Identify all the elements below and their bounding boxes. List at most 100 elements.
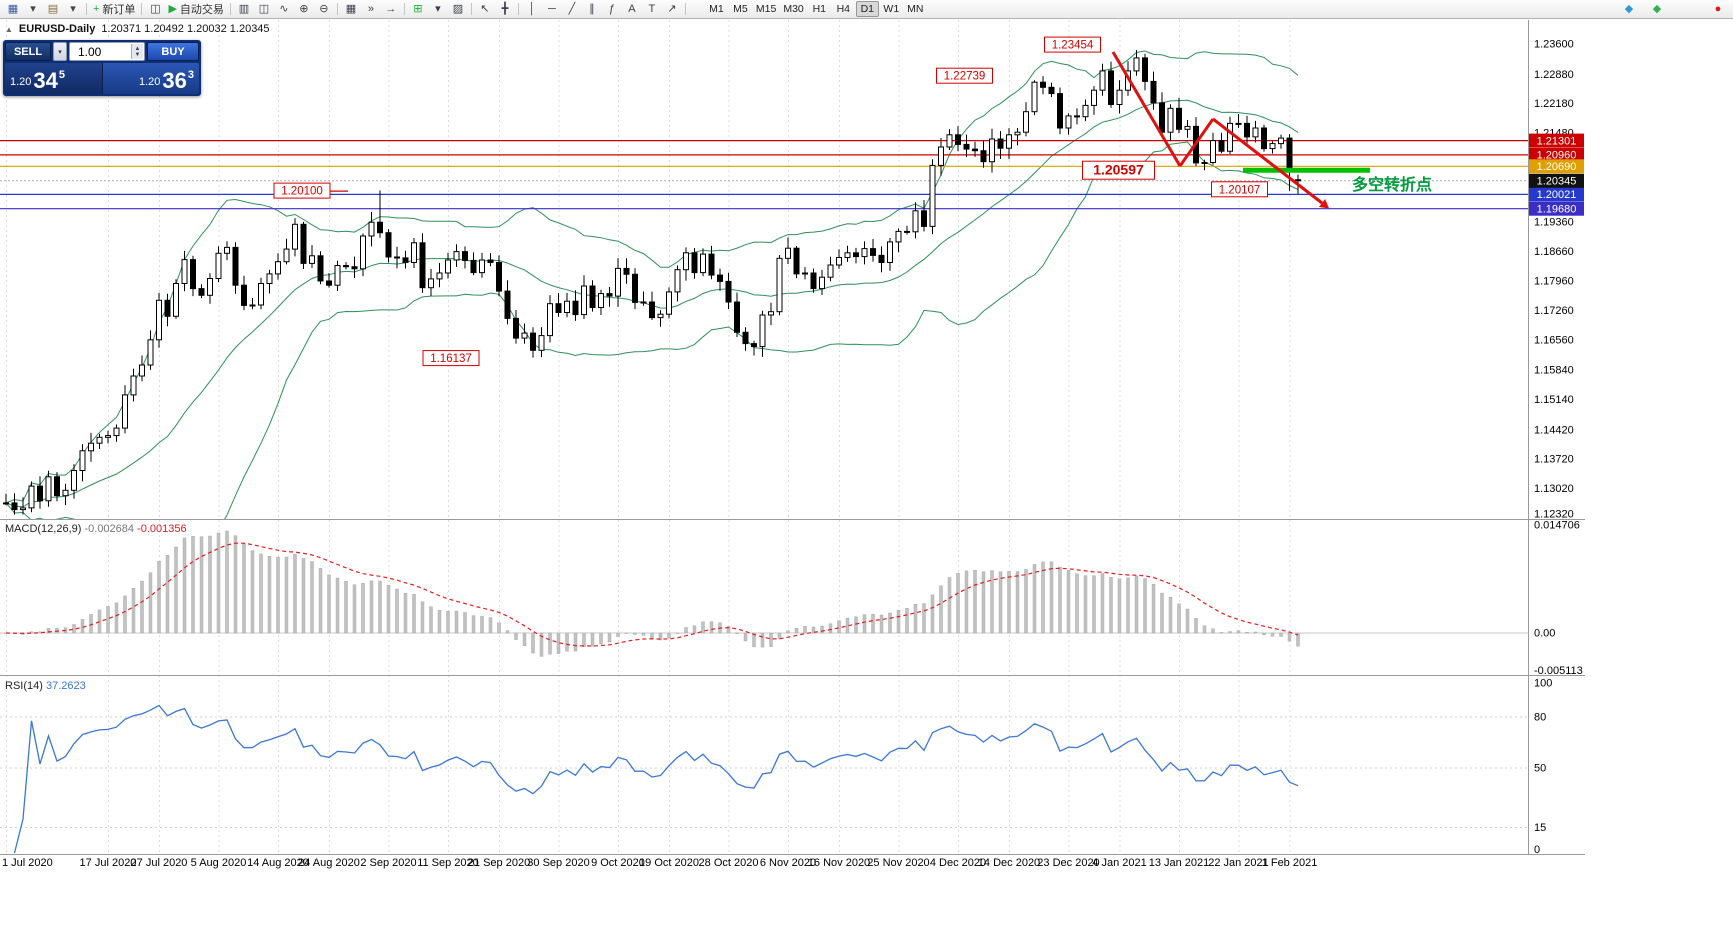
crosshair-icon: ╋ bbox=[501, 2, 509, 15]
svg-text:1.20107: 1.20107 bbox=[1219, 184, 1261, 196]
current-price-tag bbox=[1529, 173, 1584, 188]
new-order-button[interactable]: + 新订单 bbox=[90, 1, 138, 17]
svg-text:24 Aug 2020: 24 Aug 2020 bbox=[298, 857, 360, 869]
buy-price-display[interactable]: 1.20 36 3 bbox=[101, 63, 199, 94]
lot-size-field[interactable]: 1.00 bbox=[69, 42, 145, 61]
channel-icon[interactable]: ∥ bbox=[582, 1, 602, 17]
svg-text:4 Dec 2020: 4 Dec 2020 bbox=[930, 857, 986, 869]
horizontal-line-icon[interactable]: ─ bbox=[542, 1, 562, 17]
arrows-tool-icon[interactable]: ↗ bbox=[662, 1, 682, 17]
autoscroll-icon[interactable]: » bbox=[361, 1, 381, 17]
svg-text:1.20345: 1.20345 bbox=[1537, 176, 1577, 188]
svg-text:21 Sep 2020: 21 Sep 2020 bbox=[468, 857, 530, 869]
zoom-out-icon: ⊖ bbox=[319, 2, 329, 15]
timeframe-m30-button[interactable]: M30 bbox=[780, 1, 806, 17]
price-tag-1.20690 bbox=[1529, 159, 1584, 174]
lot-decrease-button[interactable] bbox=[132, 52, 143, 58]
ohlc-values: 1.20371 1.20492 1.20032 1.20345 bbox=[101, 23, 270, 35]
vertical-line-icon[interactable]: │ bbox=[522, 1, 542, 17]
turning-point-note[interactable]: 多空转折点 bbox=[1352, 175, 1432, 194]
zoom-in-icon[interactable]: ⊕ bbox=[294, 1, 314, 17]
autotrading-button[interactable]: ▶ 自动交易 bbox=[165, 1, 226, 17]
trend-line[interactable] bbox=[1111, 51, 1182, 167]
macd-label: MACD(12,26,9) -0.002684 -0.001356 bbox=[5, 523, 187, 535]
profiles-icon[interactable]: ▤ bbox=[43, 1, 63, 17]
svg-text:1.16560: 1.16560 bbox=[1534, 334, 1574, 346]
bar-chart-icon[interactable]: ▥ bbox=[234, 1, 254, 17]
price-annotation-1.23454[interactable]: 1.23454 bbox=[1044, 36, 1101, 53]
crosshair-icon[interactable]: ╋ bbox=[495, 1, 515, 17]
line-chart-icon[interactable]: ∿ bbox=[274, 1, 294, 17]
trendline-icon[interactable]: ╱ bbox=[562, 1, 582, 17]
timeframe-h1-button[interactable]: H1 bbox=[808, 1, 831, 17]
trend-line[interactable] bbox=[1178, 118, 1215, 167]
text-icon[interactable]: A bbox=[622, 1, 642, 17]
timeframe-m1-button[interactable]: M1 bbox=[705, 1, 728, 17]
fibonacci-icon[interactable]: ƒ bbox=[602, 1, 622, 17]
new-chart-icon: ▦ bbox=[7, 2, 19, 15]
trade-panel-prices: 1.20 34 5 1.20 36 3 bbox=[5, 63, 199, 94]
timeframe-mn-button[interactable]: MN bbox=[904, 1, 927, 17]
svg-text:28 Oct 2020: 28 Oct 2020 bbox=[699, 857, 759, 869]
buy-price-sup: 3 bbox=[187, 69, 194, 81]
svg-text:1.14420: 1.14420 bbox=[1534, 424, 1574, 436]
grid-icon[interactable]: ▦ bbox=[341, 1, 361, 17]
price-annotation-1.20597[interactable]: 1.20597 bbox=[1082, 160, 1155, 180]
svg-text:1.17960: 1.17960 bbox=[1534, 276, 1574, 288]
timeframe-m5-button[interactable]: M5 bbox=[729, 1, 752, 17]
alerts-icon[interactable]: ◆ bbox=[1647, 2, 1667, 18]
buy-button[interactable]: BUY bbox=[147, 42, 199, 61]
templates-icon[interactable]: ▨ bbox=[448, 1, 468, 17]
timeframe-w1-button[interactable]: W1 bbox=[880, 1, 903, 17]
sell-button[interactable]: SELL bbox=[5, 42, 51, 61]
arrowhead-icon bbox=[1318, 199, 1330, 209]
zoom-out-icon[interactable]: ⊖ bbox=[314, 1, 334, 17]
trend-line[interactable] bbox=[1212, 117, 1323, 205]
new-chart-dropdown-icon[interactable]: ▾ bbox=[23, 1, 43, 17]
bar-chart-icon: ▥ bbox=[238, 2, 250, 15]
price-annotation-1.20107[interactable]: 1.20107 bbox=[1211, 181, 1268, 198]
new-chart-icon[interactable]: ▦ bbox=[3, 1, 23, 17]
record-status-icon[interactable]: ● bbox=[1708, 2, 1728, 18]
svg-text:1.20597: 1.20597 bbox=[1093, 162, 1144, 178]
timeframe-m15-button[interactable]: M15 bbox=[753, 1, 779, 17]
periods-dropdown-icon[interactable]: ▾ bbox=[428, 1, 448, 17]
svg-text:1.23454: 1.23454 bbox=[1052, 40, 1094, 52]
cursor-icon[interactable]: ↖ bbox=[475, 1, 495, 17]
pane-separators[interactable] bbox=[0, 20, 1585, 855]
svg-text:100: 100 bbox=[1534, 678, 1552, 690]
price-axis: 1.236001.228801.221801.214801.207801.200… bbox=[1534, 39, 1574, 521]
new-order-button-label: 新订单 bbox=[102, 4, 136, 16]
timeframe-h4-button[interactable]: H4 bbox=[832, 1, 855, 17]
chart-window-icon: ◫ bbox=[150, 2, 161, 15]
macd-indicator bbox=[0, 530, 1528, 657]
svg-text:9 Oct 2020: 9 Oct 2020 bbox=[591, 857, 645, 869]
svg-text:1.22880: 1.22880 bbox=[1534, 69, 1574, 81]
trend-arrows[interactable] bbox=[1111, 51, 1330, 209]
order-options-dropdown[interactable] bbox=[53, 42, 67, 61]
svg-text:1 Feb 2021: 1 Feb 2021 bbox=[1262, 857, 1318, 869]
timeframe-d1-button[interactable]: D1 bbox=[855, 1, 879, 17]
svg-text:50: 50 bbox=[1534, 763, 1546, 775]
chart-window-icon[interactable]: ◫ bbox=[145, 1, 165, 17]
price-annotation-1.16137[interactable]: 1.16137 bbox=[422, 350, 480, 367]
lot-size-value[interactable]: 1.00 bbox=[78, 44, 102, 59]
main-toolbar: ▦ ▾ ▤ ▾ + 新订单 ◫ ▶ 自动交易 ▥ ◫ ∿ ⊕ ⊖ ▦» → ⊞ ▾ ▨ ↖ ╋ │ ─ ╱ ∥ ƒ A T ↗ M1 M5 M… bbox=[0, 0, 1733, 19]
svg-text:1.13720: 1.13720 bbox=[1534, 454, 1574, 466]
price-annotation-1.20100[interactable]: 1.20100 bbox=[273, 182, 348, 199]
chart-shift-icon[interactable]: → bbox=[381, 1, 401, 17]
rsi-axis: 100 80 50 15 0 bbox=[1534, 678, 1552, 857]
community-icon[interactable]: ◆ bbox=[1619, 2, 1639, 18]
lot-spinner bbox=[131, 44, 143, 59]
autotrading-icon: ▶ bbox=[168, 2, 177, 15]
profiles-dropdown-icon[interactable]: ▾ bbox=[63, 1, 83, 17]
text-label-icon[interactable]: T bbox=[642, 1, 662, 17]
indicators-icon[interactable]: ⊞ bbox=[408, 1, 428, 17]
text-icon: A bbox=[628, 2, 636, 15]
candlestick-chart-icon[interactable]: ◫ bbox=[254, 1, 274, 17]
price-annotation-1.22739[interactable]: 1.22739 bbox=[936, 67, 993, 84]
sell-price-display[interactable]: 1.20 34 5 bbox=[5, 63, 102, 94]
